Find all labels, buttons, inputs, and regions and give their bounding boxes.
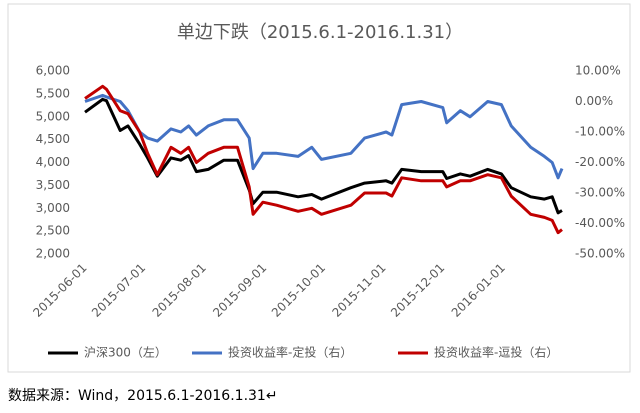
y-tick-label: 5,500 xyxy=(36,86,70,100)
y-tick-label: 3,000 xyxy=(36,201,70,215)
chart-title: 单边下跌（2015.6.1-2016.1.31） xyxy=(177,22,463,43)
legend-label: 沪深300（左） xyxy=(84,345,167,360)
y-tick-label: 3,500 xyxy=(36,178,70,192)
y2-tick-label: -50.00% xyxy=(575,247,625,261)
y-tick-label: 2,500 xyxy=(36,224,70,238)
series-line xyxy=(84,84,563,235)
y2-tick-label: -10.00% xyxy=(575,125,625,139)
series-line xyxy=(84,93,564,180)
y-tick-label: 2,000 xyxy=(36,247,70,261)
y2-tick-label: -20.00% xyxy=(575,155,625,169)
source-note: 数据来源：Wind，2015.6.1-2016.1.31↵ xyxy=(8,388,278,404)
chart-frame xyxy=(7,3,631,373)
y-tick-label: 5,000 xyxy=(36,109,70,123)
y2-tick-label: 10.00% xyxy=(575,64,621,78)
y2-tick-label: 0.00% xyxy=(575,94,613,108)
y-tick-label: 4,500 xyxy=(36,132,70,146)
y2-tick-label: -30.00% xyxy=(575,186,625,200)
y-tick-label: 4,000 xyxy=(36,155,70,169)
y2-tick-label: -40.00% xyxy=(575,216,625,230)
legend-label: 投资收益率-逗投（右） xyxy=(434,345,558,360)
y-tick-label: 6,000 xyxy=(36,64,70,78)
legend-label: 投资收益率-定投（右） xyxy=(228,345,352,360)
